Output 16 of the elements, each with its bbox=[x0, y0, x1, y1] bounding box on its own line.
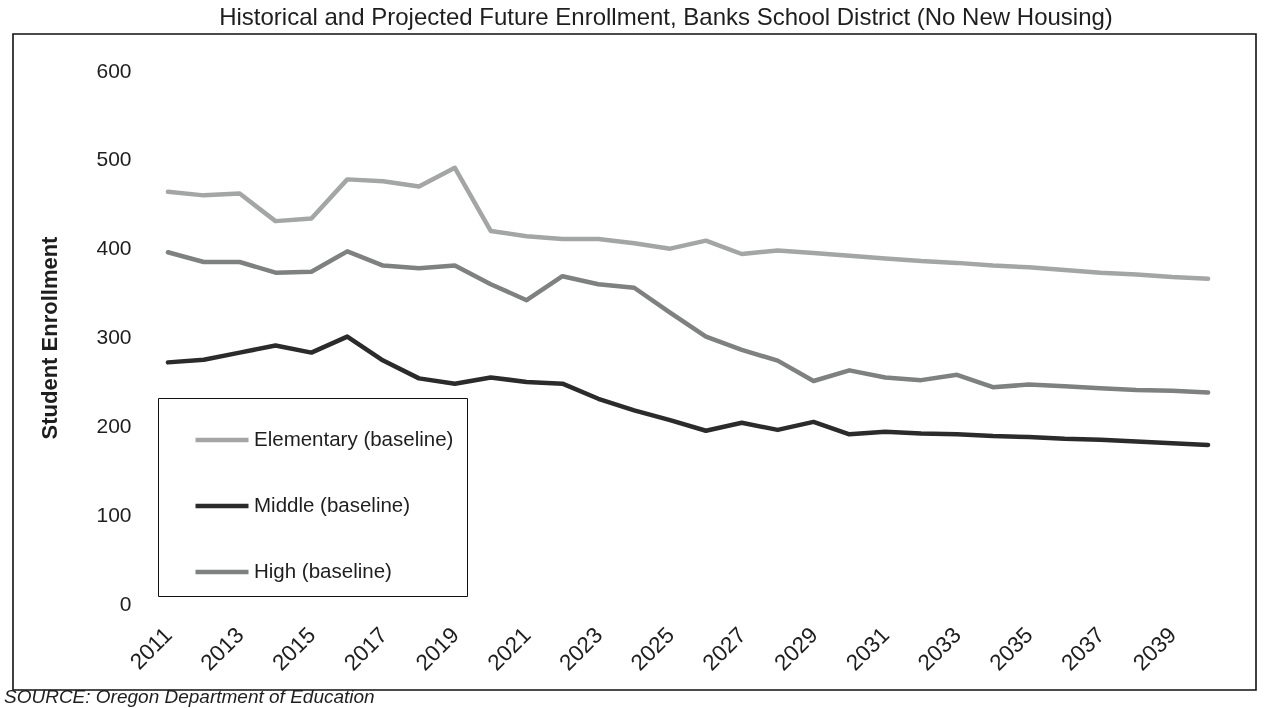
y-tick-label: 300 bbox=[96, 325, 132, 348]
legend-label: Elementary (baseline) bbox=[254, 427, 454, 450]
line-series bbox=[165, 334, 1211, 448]
y-tick-label: 400 bbox=[96, 236, 132, 260]
y-tick-label: 600 bbox=[96, 58, 132, 82]
y-axis-title: Student Enrollment bbox=[37, 235, 63, 440]
source-note: SOURCE: Oregon Department of Education bbox=[4, 686, 375, 707]
line-series bbox=[165, 249, 1211, 395]
y-tick-label: 0 bbox=[119, 591, 132, 615]
y-tick-label: 500 bbox=[96, 147, 132, 171]
legend-label: Middle (baseline) bbox=[254, 493, 411, 516]
chart-title: Historical and Projected Future Enrollment, Banks School District (No New Housing) bbox=[219, 3, 1113, 31]
legend-label: High (baseline) bbox=[254, 559, 392, 582]
y-tick-label: 200 bbox=[96, 413, 132, 437]
line-series bbox=[165, 165, 1211, 282]
y-tick-label: 100 bbox=[96, 502, 132, 526]
